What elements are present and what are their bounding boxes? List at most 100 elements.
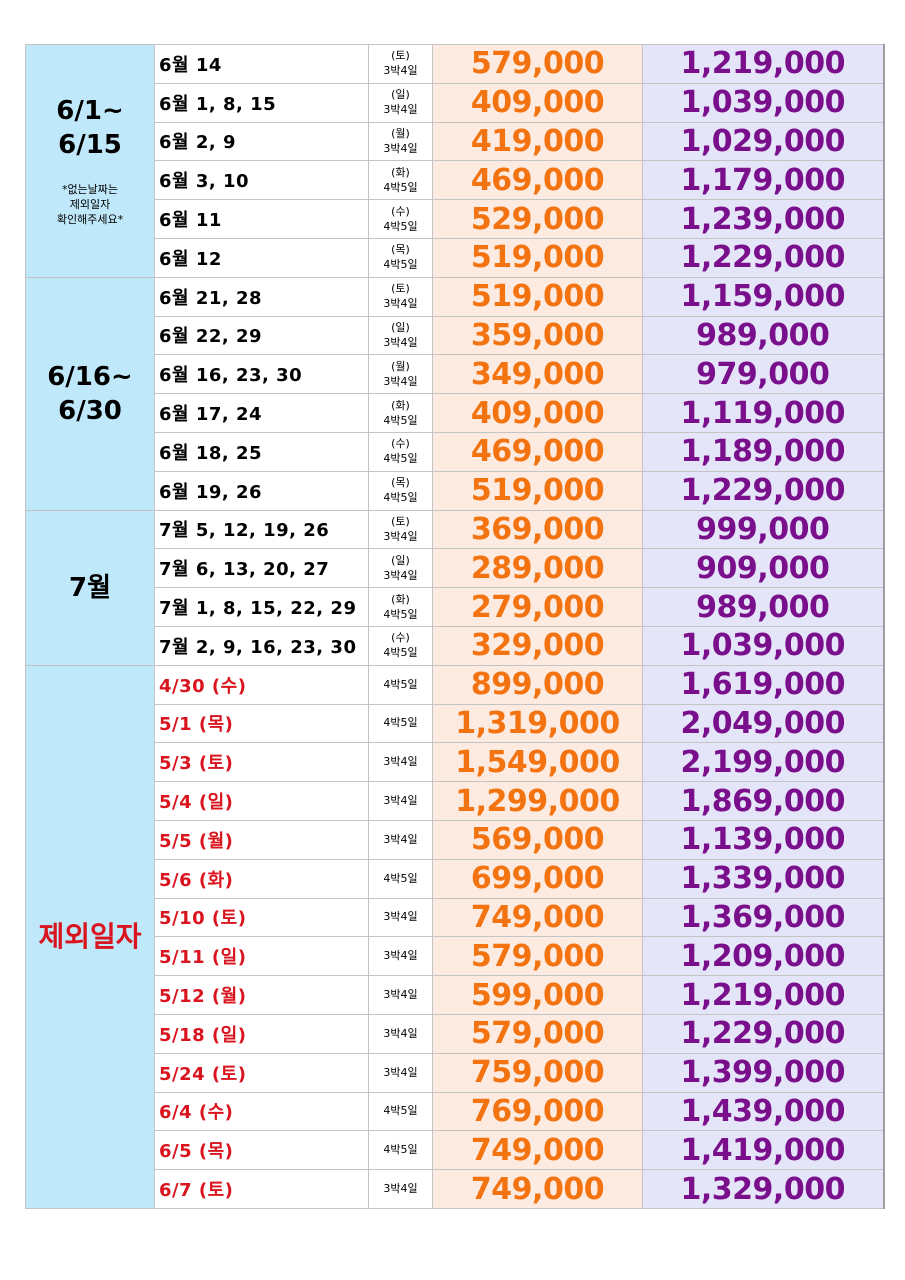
nights-label: 4박5일 <box>383 871 418 885</box>
table-row: 7월 6, 13, 20, 27 (일) 3박4일 289,000 909,000 <box>26 548 885 589</box>
table-row: 5/11 (일) 3박4일 579,000 1,209,000 <box>26 936 885 977</box>
period-note: 제외일자 <box>69 198 111 212</box>
period-title: 6/30 <box>58 395 122 426</box>
nights-label: 4박5일 <box>383 258 418 272</box>
weekday-label: (토) <box>391 49 410 63</box>
duration-cell: (목) 4박5일 <box>368 470 433 511</box>
price-secondary: 1,369,000 <box>642 897 885 938</box>
price-secondary: 1,399,000 <box>642 1052 885 1093</box>
duration-cell: 3박4일 <box>368 1052 433 1093</box>
price-primary: 519,000 <box>432 276 643 317</box>
departure-date: 6/5 (목) <box>154 1130 369 1171</box>
price-primary: 579,000 <box>432 936 643 977</box>
price-primary: 469,000 <box>432 160 643 201</box>
nights-label: 3박4일 <box>383 1026 418 1040</box>
nights-label: 4박5일 <box>383 716 418 730</box>
duration-cell: 3박4일 <box>368 781 433 821</box>
departure-date: 6월 22, 29 <box>154 315 369 356</box>
departure-date: 5/10 (토) <box>154 897 369 938</box>
nights-label: 3박4일 <box>383 568 418 582</box>
duration-cell: 3박4일 <box>368 819 433 860</box>
table-row: 5/5 (월) 3박4일 569,000 1,139,000 <box>26 819 885 860</box>
table-row: 6월 17, 24 (화) 4박5일 409,000 1,119,000 <box>26 393 885 433</box>
nights-label: 3박4일 <box>383 832 418 846</box>
price-secondary: 999,000 <box>642 509 885 550</box>
table-row: 6월 22, 29 (일) 3박4일 359,000 989,000 <box>26 315 885 356</box>
price-primary: 759,000 <box>432 1052 643 1093</box>
price-secondary: 1,189,000 <box>642 431 885 472</box>
departure-date: 6월 1, 8, 15 <box>154 82 369 123</box>
nights-label: 3박4일 <box>383 529 418 543</box>
nights-label: 3박4일 <box>383 1065 418 1079</box>
table-row: 6월 3, 10 (화) 4박5일 469,000 1,179,000 <box>26 160 885 201</box>
nights-label: 4박5일 <box>383 1104 418 1118</box>
table-row: 6/4 (수) 4박5일 769,000 1,439,000 <box>26 1091 885 1132</box>
nights-label: 4박5일 <box>383 491 418 505</box>
duration-cell: (토) 3박4일 <box>368 509 433 550</box>
table-row: 5/18 (일) 3박4일 579,000 1,229,000 <box>26 1013 885 1054</box>
price-table-body: 6/1~ 6/15 *없는날짜는 제외일자 확인해주세요* 6월 14 (토) 3박4일 579… <box>25 44 885 1209</box>
price-primary: 419,000 <box>432 121 643 162</box>
weekday-label: (목) <box>391 476 410 490</box>
nights-label: 3박4일 <box>383 297 418 311</box>
price-secondary: 1,329,000 <box>642 1169 885 1209</box>
period-group-cell: 제외일자 <box>25 664 155 1209</box>
price-primary: 529,000 <box>432 199 643 239</box>
table-row: 6월 19, 26 (목) 4박5일 519,000 1,229,000 <box>26 470 885 511</box>
weekday-label: (일) <box>391 320 410 334</box>
price-secondary: 1,039,000 <box>642 625 885 666</box>
departure-date: 7월 2, 9, 16, 23, 30 <box>154 625 369 666</box>
departure-date: 5/6 (화) <box>154 858 369 899</box>
price-secondary: 2,049,000 <box>642 703 885 744</box>
departure-date: 6월 14 <box>154 44 369 84</box>
price-primary: 409,000 <box>432 393 643 433</box>
table-row: 6월 12 (목) 4박5일 519,000 1,229,000 <box>26 237 885 278</box>
departure-date: 7월 1, 8, 15, 22, 29 <box>154 587 369 627</box>
table-row: 5/10 (토) 3박4일 749,000 1,369,000 <box>26 897 885 938</box>
departure-date: 5/11 (일) <box>154 936 369 977</box>
period-group-cell: 6/16~ 6/30 <box>25 276 155 511</box>
price-primary: 1,549,000 <box>432 742 643 783</box>
departure-date: 6월 3, 10 <box>154 160 369 201</box>
duration-cell: (수) 4박5일 <box>368 431 433 472</box>
duration-cell: (화) 4박5일 <box>368 393 433 433</box>
table-row: 6월 1, 8, 15 (일) 3박4일 409,000 1,039,000 <box>26 82 885 123</box>
duration-cell: (월) 3박4일 <box>368 121 433 162</box>
table-row: 7월 1, 8, 15, 22, 29 (화) 4박5일 279,000 989,000 <box>26 587 885 627</box>
duration-cell: 4박5일 <box>368 1091 433 1132</box>
price-secondary: 1,179,000 <box>642 160 885 201</box>
duration-cell: 3박4일 <box>368 742 433 783</box>
departure-date: 6/4 (수) <box>154 1091 369 1132</box>
departure-date: 6월 16, 23, 30 <box>154 354 369 395</box>
price-primary: 409,000 <box>432 82 643 123</box>
table-row: 5/4 (일) 3박4일 1,299,000 1,869,000 <box>26 781 885 821</box>
duration-cell: 3박4일 <box>368 897 433 938</box>
nights-label: 3박4일 <box>383 335 418 349</box>
price-secondary: 1,419,000 <box>642 1130 885 1171</box>
departure-date: 5/5 (월) <box>154 819 369 860</box>
departure-date: 6월 17, 24 <box>154 393 369 433</box>
table-row: 제외일자 4/30 (수) 4박5일 899,000 1,619,000 <box>25 664 885 1209</box>
nights-label: 3박4일 <box>383 910 418 924</box>
duration-cell: (일) 3박4일 <box>368 548 433 589</box>
period-group-cell: 7월 <box>25 509 155 666</box>
period-title: 7월 <box>68 572 111 603</box>
duration-cell: (화) 4박5일 <box>368 160 433 201</box>
price-secondary: 1,219,000 <box>642 44 885 84</box>
price-primary: 599,000 <box>432 975 643 1015</box>
table-row: 6/1~ 6/15 *없는날짜는 제외일자 확인해주세요* 6월 14 (토) 3박4일 579… <box>25 44 885 278</box>
nights-label: 3박4일 <box>383 794 418 808</box>
price-secondary: 1,159,000 <box>642 276 885 317</box>
weekday-label: (월) <box>391 359 410 373</box>
departure-date: 7월 6, 13, 20, 27 <box>154 548 369 589</box>
price-secondary: 909,000 <box>642 548 885 589</box>
nights-label: 3박4일 <box>383 755 418 769</box>
nights-label: 4박5일 <box>383 180 418 194</box>
price-primary: 279,000 <box>432 587 643 627</box>
price-secondary: 1,229,000 <box>642 470 885 511</box>
price-secondary: 1,229,000 <box>642 1013 885 1054</box>
duration-cell: (토) 3박4일 <box>368 276 433 317</box>
table-row: 7월 2, 9, 16, 23, 30 (수) 4박5일 329,000 1,039,0… <box>26 625 885 666</box>
price-secondary: 989,000 <box>642 587 885 627</box>
departure-date: 5/24 (토) <box>154 1052 369 1093</box>
